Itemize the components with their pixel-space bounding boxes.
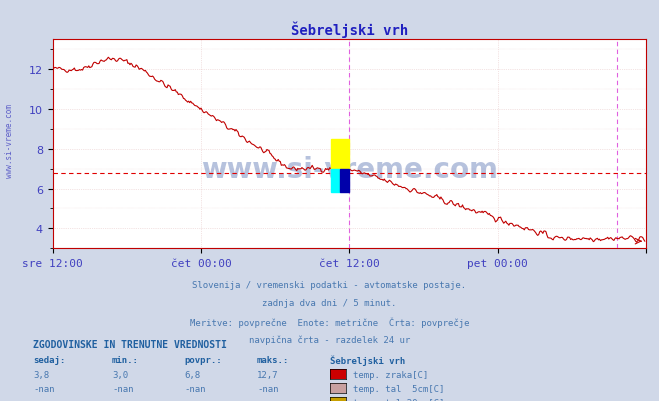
Text: sedaj:: sedaj: bbox=[33, 355, 65, 364]
Text: Slovenija / vremenski podatki - avtomatske postaje.: Slovenija / vremenski podatki - avtomats… bbox=[192, 281, 467, 290]
Text: -nan: -nan bbox=[257, 384, 279, 393]
Bar bbox=[331, 140, 349, 169]
Text: -nan: -nan bbox=[112, 384, 134, 393]
Text: 6,8: 6,8 bbox=[185, 370, 200, 379]
Text: navpična črta - razdelek 24 ur: navpična črta - razdelek 24 ur bbox=[249, 335, 410, 344]
Text: www.si-vreme.com: www.si-vreme.com bbox=[201, 156, 498, 183]
Text: min.:: min.: bbox=[112, 355, 139, 364]
Text: povpr.:: povpr.: bbox=[185, 355, 222, 364]
Text: maks.:: maks.: bbox=[257, 355, 289, 364]
Bar bbox=[331, 169, 340, 193]
Text: ZGODOVINSKE IN TRENUTNE VREDNOSTI: ZGODOVINSKE IN TRENUTNE VREDNOSTI bbox=[33, 339, 227, 349]
Text: www.si-vreme.com: www.si-vreme.com bbox=[5, 103, 14, 177]
Text: -nan: -nan bbox=[112, 398, 134, 401]
Text: Meritve: povprečne  Enote: metrične  Črta: povprečje: Meritve: povprečne Enote: metrične Črta:… bbox=[190, 317, 469, 327]
Title: Šebreljski vrh: Šebreljski vrh bbox=[291, 21, 408, 38]
Text: -nan: -nan bbox=[33, 384, 55, 393]
Text: zadnja dva dni / 5 minut.: zadnja dva dni / 5 minut. bbox=[262, 299, 397, 308]
Text: -nan: -nan bbox=[33, 398, 55, 401]
Text: 12,7: 12,7 bbox=[257, 370, 279, 379]
Text: 3,8: 3,8 bbox=[33, 370, 49, 379]
Bar bbox=[340, 169, 349, 193]
Text: -nan: -nan bbox=[185, 398, 206, 401]
Text: temp. tal  5cm[C]: temp. tal 5cm[C] bbox=[353, 384, 444, 393]
Text: -nan: -nan bbox=[257, 398, 279, 401]
Text: temp. tal 20cm[C]: temp. tal 20cm[C] bbox=[353, 398, 444, 401]
Text: 3,0: 3,0 bbox=[112, 370, 128, 379]
Text: Šebreljski vrh: Šebreljski vrh bbox=[330, 355, 405, 365]
Text: -nan: -nan bbox=[185, 384, 206, 393]
Text: temp. zraka[C]: temp. zraka[C] bbox=[353, 370, 428, 379]
